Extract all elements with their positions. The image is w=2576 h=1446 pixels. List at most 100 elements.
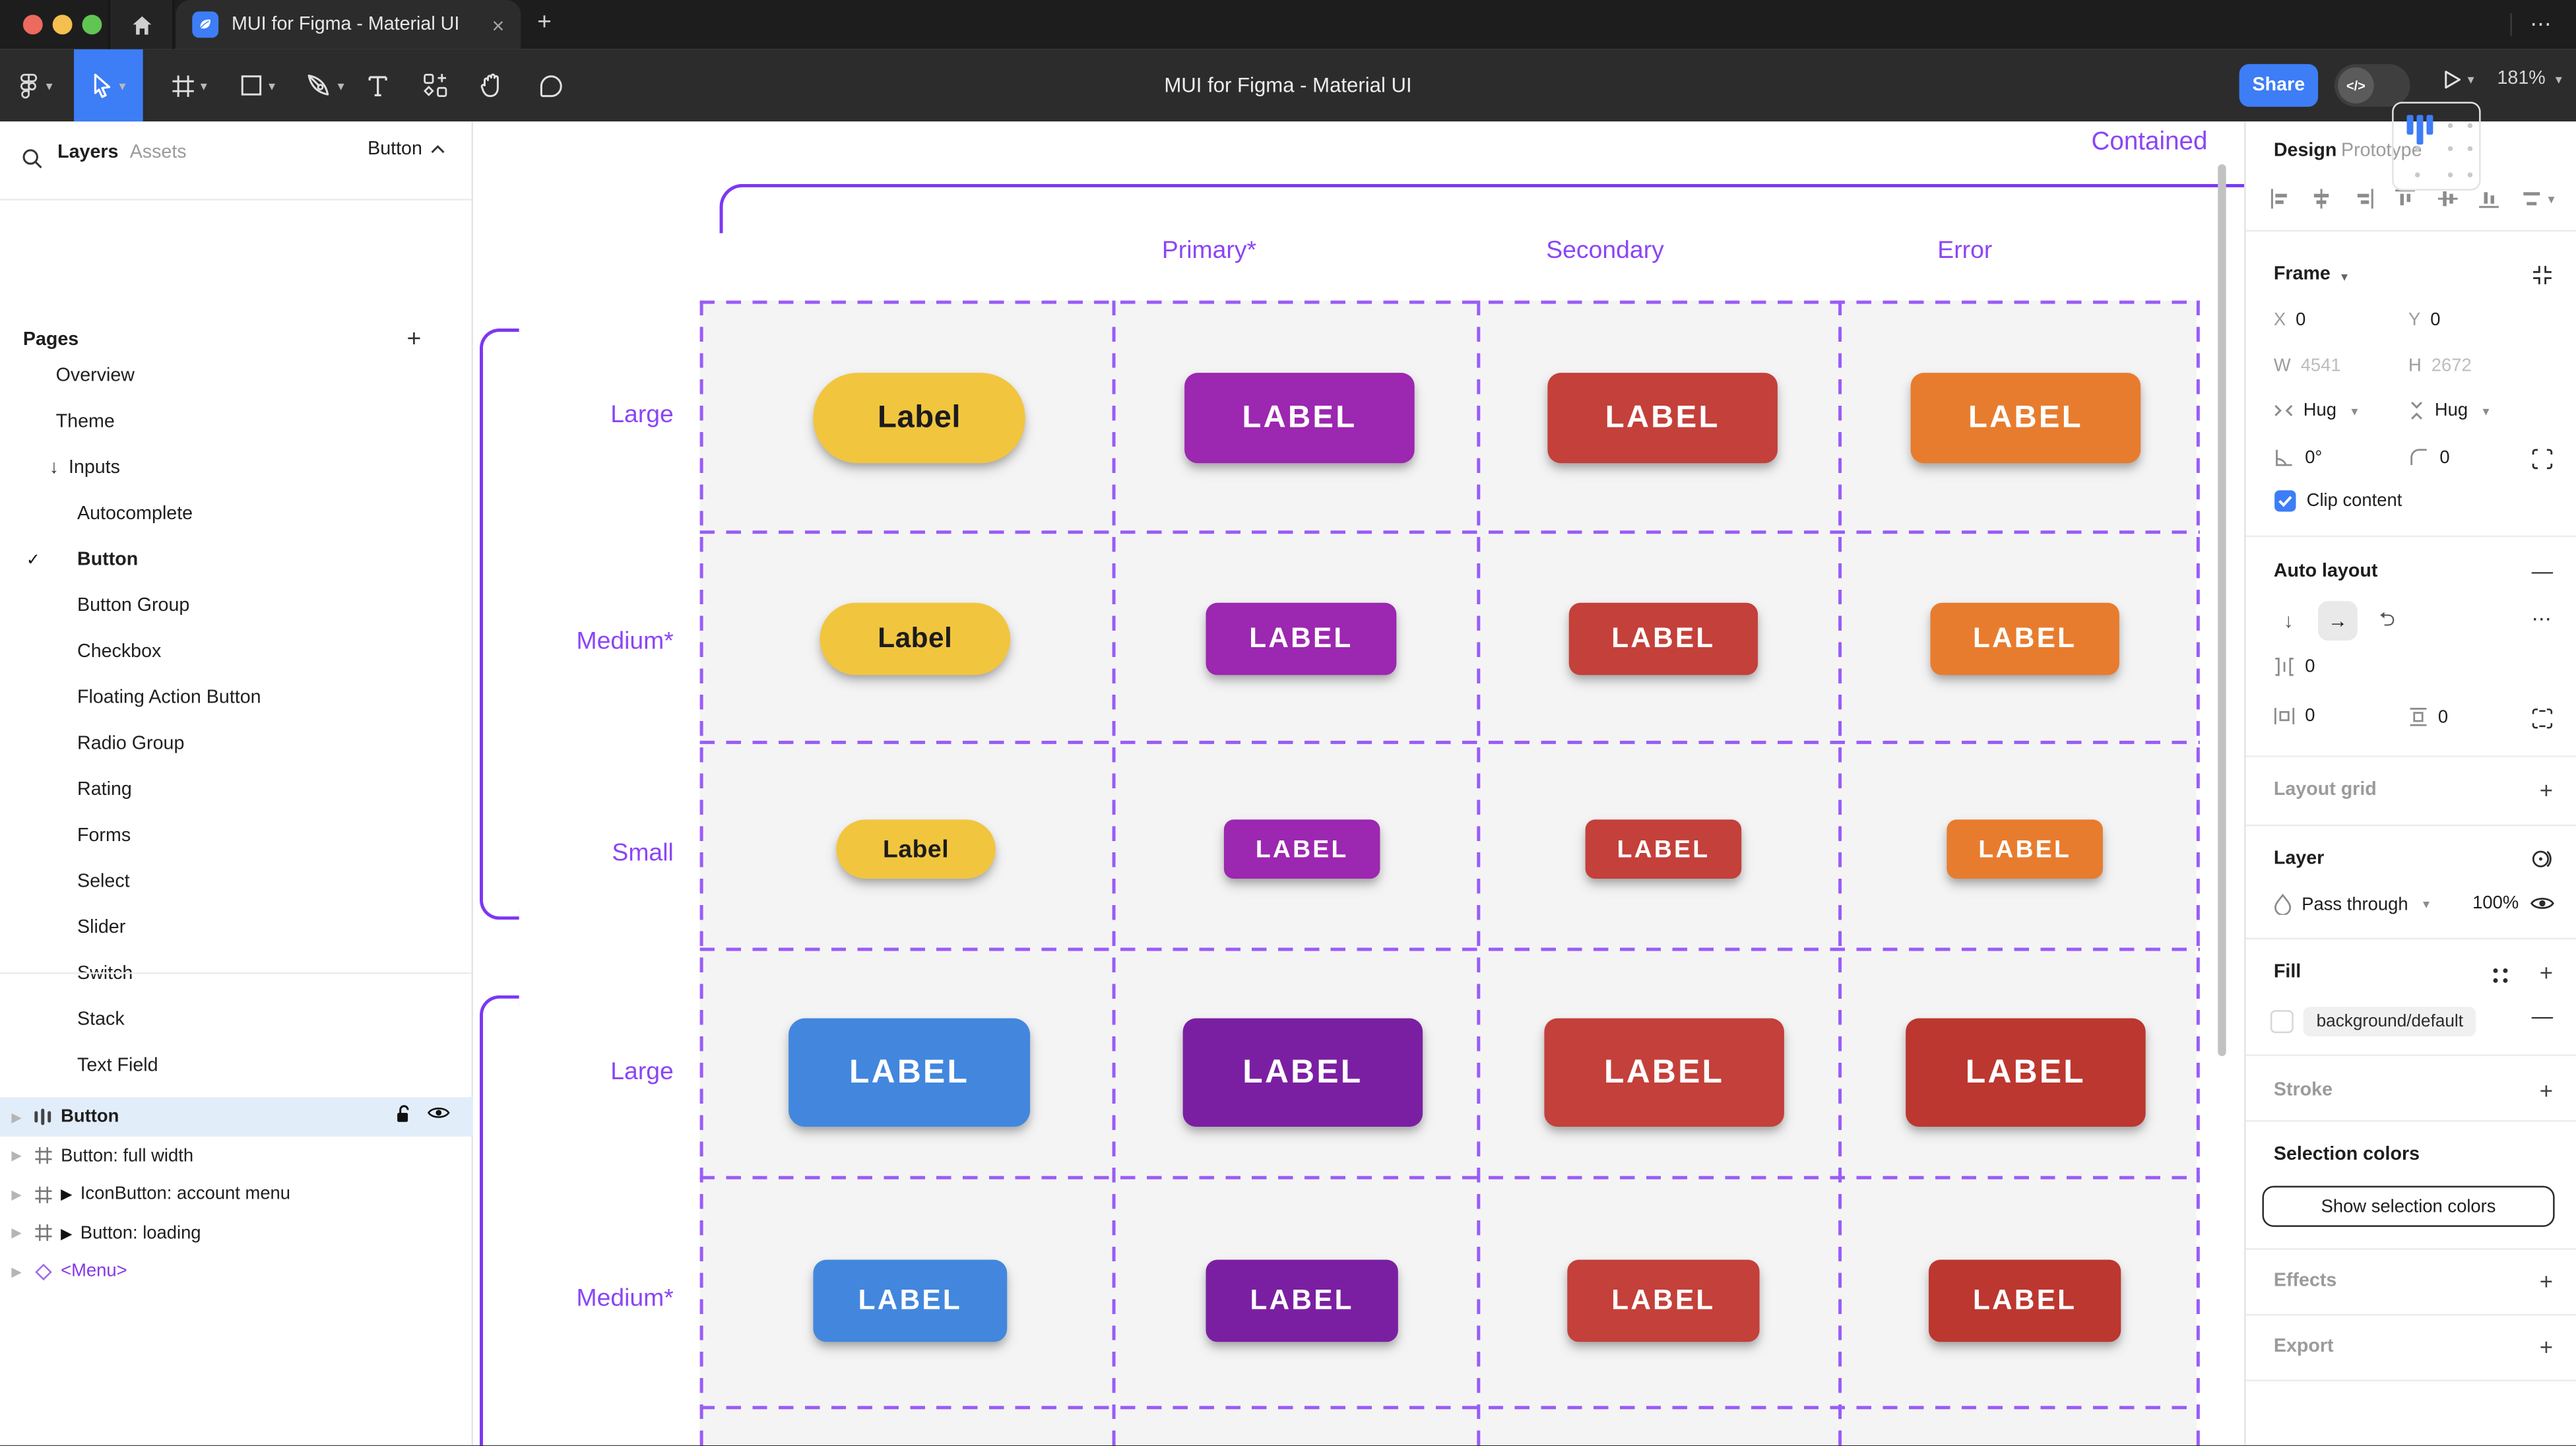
height-field[interactable]: H 2672: [2408, 356, 2472, 377]
canvas-button-error-medium-2[interactable]: LABEL: [1568, 602, 1758, 676]
align-v-center-icon[interactable]: [2436, 187, 2459, 210]
layer-opacity-field[interactable]: 100%: [2472, 893, 2519, 914]
align-left-icon[interactable]: [2269, 187, 2292, 210]
page-item-radio-group[interactable]: Radio Group: [0, 721, 473, 767]
add-page-button[interactable]: +: [406, 324, 422, 353]
canvas-button-warning-medium-5[interactable]: LABEL: [1929, 1259, 2121, 1342]
clip-content-control[interactable]: Clip content: [2274, 489, 2402, 513]
page-item-button[interactable]: ✓ Button: [0, 537, 473, 583]
collapse-frame-icon[interactable]: [2532, 265, 2553, 286]
page-item-slider[interactable]: Slider: [0, 905, 473, 951]
tab-layers[interactable]: Layers: [57, 142, 119, 163]
align-h-center-icon[interactable]: [2311, 187, 2334, 210]
layer-item--menu-[interactable]: ▶ <Menu>: [0, 1251, 473, 1291]
document-tab[interactable]: MUI for Figma - Material UI ×: [176, 0, 521, 49]
pen-tool[interactable]: ▾: [291, 49, 360, 122]
remove-auto-layout-button[interactable]: —: [2531, 558, 2554, 583]
canvas-button-primary-medium-2[interactable]: Label: [820, 602, 1011, 676]
window-zoom-button[interactable]: [82, 15, 102, 35]
move-tool[interactable]: ▾: [74, 49, 143, 122]
canvas-button-secondary-medium-5[interactable]: LABEL: [1206, 1259, 1398, 1342]
page-item-overview[interactable]: Overview: [0, 353, 473, 399]
disclosure-triangle-icon[interactable]: ▶: [11, 1263, 22, 1279]
disclosure-triangle-icon[interactable]: ▶: [11, 1148, 22, 1163]
dev-mode-toggle[interactable]: </>: [2334, 64, 2410, 107]
remove-fill-button[interactable]: —: [2531, 1003, 2554, 1028]
page-item-checkbox[interactable]: Checkbox: [0, 629, 473, 676]
canvas-button-secondary-large-1[interactable]: LABEL: [1184, 373, 1415, 464]
horizontal-padding-field[interactable]: 0: [2274, 707, 2315, 726]
home-tab-button[interactable]: [108, 0, 174, 49]
canvas-button-error-small-3[interactable]: LABEL: [1585, 819, 1742, 879]
blend-mode-icon[interactable]: [2530, 848, 2553, 871]
page-item-forms[interactable]: Forms: [0, 813, 473, 859]
fill-color-swatch[interactable]: [2270, 1010, 2294, 1034]
layer-item-button[interactable]: ▶ Button: [0, 1097, 474, 1137]
direction-horizontal-button[interactable]: →: [2318, 601, 2358, 641]
hand-tool[interactable]: [467, 49, 516, 122]
frame-title-contained[interactable]: Contained: [2091, 128, 2208, 156]
canvas-button-warning-small-3[interactable]: LABEL: [1947, 819, 2103, 879]
canvas-button-warning-medium-2[interactable]: LABEL: [1930, 602, 2119, 676]
canvas-viewport[interactable]: Contained Primary* Secondary Error Warning L…: [473, 121, 2245, 1446]
vertical-padding-field[interactable]: 0: [2408, 707, 2448, 728]
page-item-stack[interactable]: Stack: [0, 997, 473, 1043]
align-bottom-icon[interactable]: [2478, 187, 2501, 210]
blend-mode-control[interactable]: Pass through ▾: [2274, 893, 2430, 915]
page-item-text-field[interactable]: Text Field: [0, 1043, 473, 1089]
canvas-button-primary-medium-5[interactable]: LABEL: [813, 1259, 1008, 1342]
canvas-button-warning-large-1[interactable]: LABEL: [1910, 373, 2141, 464]
horizontal-resizing-control[interactable]: Hug ▾: [2274, 401, 2358, 420]
layer-item-button-loading[interactable]: ▶ ▶ Button: loading: [0, 1213, 473, 1253]
gap-field[interactable]: 0: [2274, 657, 2315, 677]
frame-section-title[interactable]: Frame: [2273, 264, 2331, 284]
add-effect-button[interactable]: +: [2539, 1268, 2554, 1294]
lock-icon[interactable]: [395, 1104, 412, 1125]
canvas-button-error-large-4[interactable]: LABEL: [1544, 1018, 1784, 1127]
page-item-button-group[interactable]: Button Group: [0, 583, 473, 629]
tabbar-more-icon[interactable]: ⋯: [2530, 11, 2554, 36]
align-right-icon[interactable]: [2352, 187, 2375, 210]
direction-vertical-button[interactable]: ↓: [2283, 609, 2294, 633]
width-field[interactable]: W 4541: [2273, 356, 2341, 377]
apply-styles-icon[interactable]: [2491, 966, 2511, 986]
direction-wrap-button[interactable]: ⮌: [2379, 606, 2395, 630]
canvas-button-error-medium-5[interactable]: LABEL: [1567, 1259, 1760, 1342]
canvas-button-error-large-1[interactable]: LABEL: [1547, 373, 1778, 464]
auto-layout-more-button[interactable]: ⋯: [2531, 608, 2554, 631]
new-tab-button[interactable]: +: [537, 8, 552, 36]
align-top-icon[interactable]: [2395, 187, 2418, 210]
auto-layout-alignment-grid[interactable]: [2392, 102, 2481, 191]
eye-icon[interactable]: [2530, 893, 2554, 913]
canvas-button-secondary-small-3[interactable]: LABEL: [1223, 819, 1380, 879]
eye-icon[interactable]: [427, 1104, 450, 1121]
layer-item-button-full-width[interactable]: ▶ Button: full width: [0, 1136, 473, 1176]
distribute-menu[interactable]: ▾: [2520, 187, 2554, 210]
page-item-floating-action-button[interactable]: Floating Action Button: [0, 675, 473, 721]
tab-close-icon[interactable]: ×: [492, 12, 505, 38]
page-item-inputs[interactable]: ↓ Inputs: [0, 445, 473, 491]
add-export-button[interactable]: +: [2539, 1333, 2554, 1360]
disclosure-triangle-icon[interactable]: ▶: [11, 1186, 22, 1202]
comment-tool[interactable]: [523, 49, 579, 122]
tab-assets[interactable]: Assets: [129, 142, 187, 163]
page-item-autocomplete[interactable]: Autocomplete: [0, 491, 473, 537]
text-tool[interactable]: [353, 49, 402, 122]
vertical-resizing-control[interactable]: Hug ▾: [2408, 401, 2490, 420]
actions-tool[interactable]: [410, 49, 460, 122]
tab-prototype[interactable]: Prototype: [2340, 141, 2422, 162]
add-layout-grid-button[interactable]: +: [2539, 776, 2554, 803]
show-selection-colors-button[interactable]: Show selection colors: [2262, 1185, 2555, 1227]
independent-corners-icon[interactable]: [2532, 449, 2553, 470]
shape-tool[interactable]: ▾: [224, 49, 293, 122]
page-item-select[interactable]: Select: [0, 859, 473, 905]
disclosure-triangle-icon[interactable]: ▶: [11, 1225, 22, 1240]
canvas-button-warning-large-4[interactable]: LABEL: [1906, 1018, 2146, 1127]
window-minimize-button[interactable]: [52, 15, 73, 35]
disclosure-triangle-icon[interactable]: ▶: [11, 1109, 22, 1125]
canvas-scrollbar[interactable]: [2218, 164, 2226, 1056]
fill-row[interactable]: background/default: [2270, 1007, 2476, 1037]
add-stroke-button[interactable]: +: [2539, 1077, 2554, 1104]
canvas-button-primary-large-1[interactable]: Label: [813, 373, 1025, 464]
